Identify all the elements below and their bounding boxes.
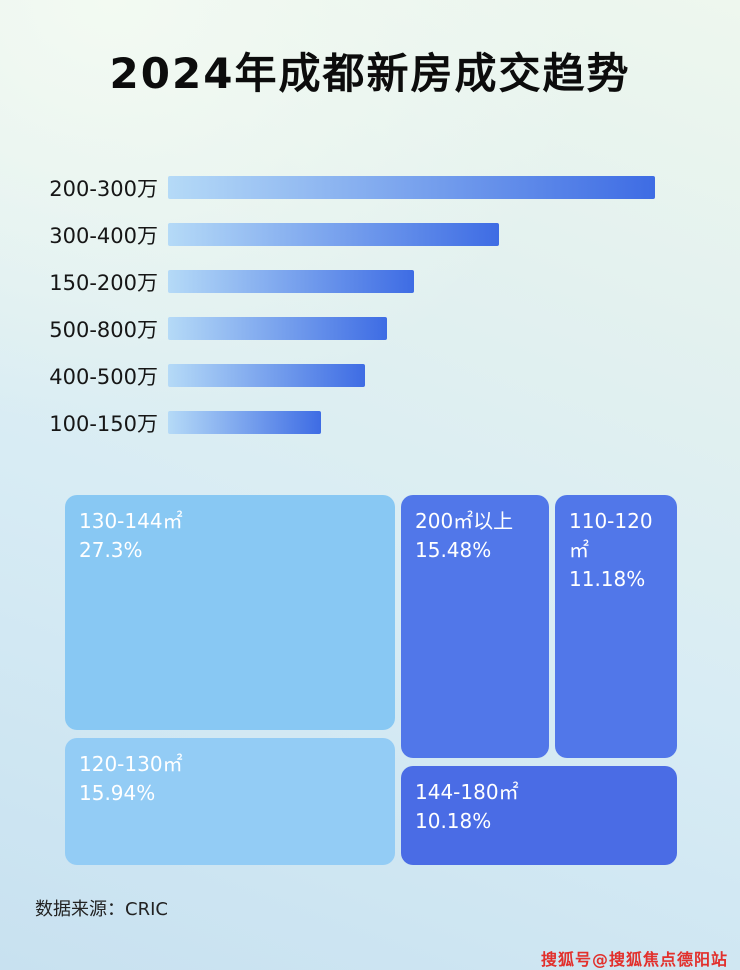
bar-row: 500-800万	[0, 317, 740, 342]
treemap-block: 120-130㎡ 15.94%	[65, 738, 395, 865]
price-bar-chart: 200-300万 300-400万 150-200万 500-800万 400-…	[0, 176, 740, 436]
bar-row: 400-500万	[0, 364, 740, 389]
bar-row: 100-150万	[0, 411, 740, 436]
treemap-block-label: 200㎡以上	[415, 509, 514, 533]
bar-row: 200-300万	[0, 176, 740, 201]
bar-label: 150-200万	[49, 270, 158, 295]
bar-label: 400-500万	[49, 364, 158, 389]
bar	[168, 317, 388, 340]
bar-label: 300-400万	[49, 223, 158, 248]
bar-track	[168, 411, 655, 434]
bar	[168, 364, 366, 387]
treemap-block-value: 11.18%	[569, 567, 646, 591]
data-source-label: 数据来源：CRIC	[35, 899, 168, 920]
treemap-block-value: 15.94%	[79, 781, 156, 805]
bar-label: 500-800万	[49, 317, 158, 342]
bar-track	[168, 364, 655, 387]
bar-row: 150-200万	[0, 270, 740, 295]
treemap-block: 144-180㎡ 10.18%	[401, 766, 677, 865]
bar-track	[168, 176, 655, 199]
treemap-block: 130-144㎡ 27.3%	[65, 495, 395, 730]
treemap-block-value: 10.18%	[415, 809, 492, 833]
treemap-block: 110-120㎡ 11.18%	[555, 495, 677, 758]
area-treemap: 130-144㎡ 27.3% 200㎡以上 15.48% 110-120㎡ 11…	[65, 495, 677, 865]
bar	[168, 270, 414, 293]
treemap-block-value: 15.48%	[415, 538, 492, 562]
treemap-block-label: 144-180㎡	[415, 780, 519, 804]
treemap-block-label: 120-130㎡	[79, 752, 183, 776]
bar-label: 200-300万	[49, 176, 158, 201]
page-title: 2024年成都新房成交趋势	[109, 49, 631, 98]
bar-row: 300-400万	[0, 223, 740, 248]
treemap-block: 200㎡以上 15.48%	[401, 495, 549, 758]
treemap-block-label: 130-144㎡	[79, 509, 183, 533]
watermark: 搜狐号@搜狐焦点德阳站	[540, 950, 728, 969]
bar-track	[168, 270, 655, 293]
bar	[168, 411, 322, 434]
treemap-block-label: 110-120㎡	[569, 509, 653, 562]
treemap-block-value: 27.3%	[79, 538, 143, 562]
bar	[168, 223, 500, 246]
bar-label: 100-150万	[49, 411, 158, 436]
bar	[168, 176, 655, 199]
bar-track	[168, 317, 655, 340]
bar-track	[168, 223, 655, 246]
